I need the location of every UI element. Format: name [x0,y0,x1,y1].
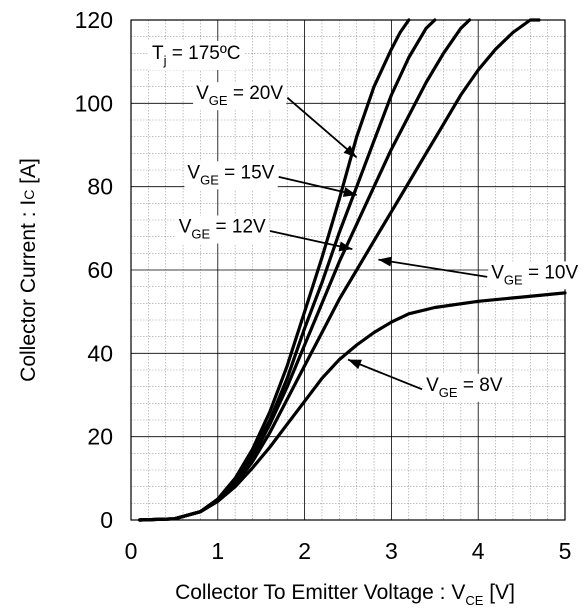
x-tick-label: 0 [125,538,138,564]
condition-label-bg [148,41,245,70]
y-axis-title: Collector Current : IC [A] [17,158,40,382]
series-label-bg [193,82,287,111]
arrow-line [347,358,423,391]
series-label-bg [423,373,506,402]
curves [138,18,567,522]
y-tick-label: 120 [75,7,113,33]
y-tick-label: 60 [87,257,113,283]
arrow-head [348,359,362,370]
arrow-head [338,241,353,252]
arrow-line [278,175,357,196]
series-label-1: VGE = 15V [187,162,274,187]
x-axis-title: Collector To Emitter Voltage : VCE [V] [175,581,515,608]
arrow-head [378,256,393,267]
series-label-3: VGE = 10V [491,262,578,287]
arrow-line [378,258,488,278]
series-label-bg [175,215,270,244]
y-tick-label: 100 [75,90,113,116]
x-tick-label: 1 [211,538,224,564]
y-tick-label: 80 [87,174,113,200]
y-tick-label: 0 [100,507,113,533]
condition-label: Tj = 175ºC [152,43,241,68]
series-label-0: VGE = 20V [196,83,283,108]
ticks: 0 1 2 3 4 5 0 20 40 60 80 100 120 [75,7,572,564]
x-tick-label: 5 [559,538,572,564]
series-label-bg [488,261,582,290]
series-label-2: VGE = 12V [179,217,266,242]
series-line-4 [138,291,567,522]
y-tick-label: 40 [87,340,113,366]
arrow-line [286,96,358,159]
arrow-head [342,187,357,197]
y-tick-label: 20 [87,424,113,450]
series-label-bg [184,161,278,190]
x-tick-label: 2 [298,538,311,564]
annotations: VGE = 20V VGE = 15V VGE = 12V VGE = 10V VGE … [175,82,582,402]
arrow-head [343,145,357,158]
arrow-line [269,230,353,251]
x-tick-label: 4 [472,538,485,564]
series-label-4: VGE = 8V [426,375,503,400]
x-tick-label: 3 [385,538,398,564]
